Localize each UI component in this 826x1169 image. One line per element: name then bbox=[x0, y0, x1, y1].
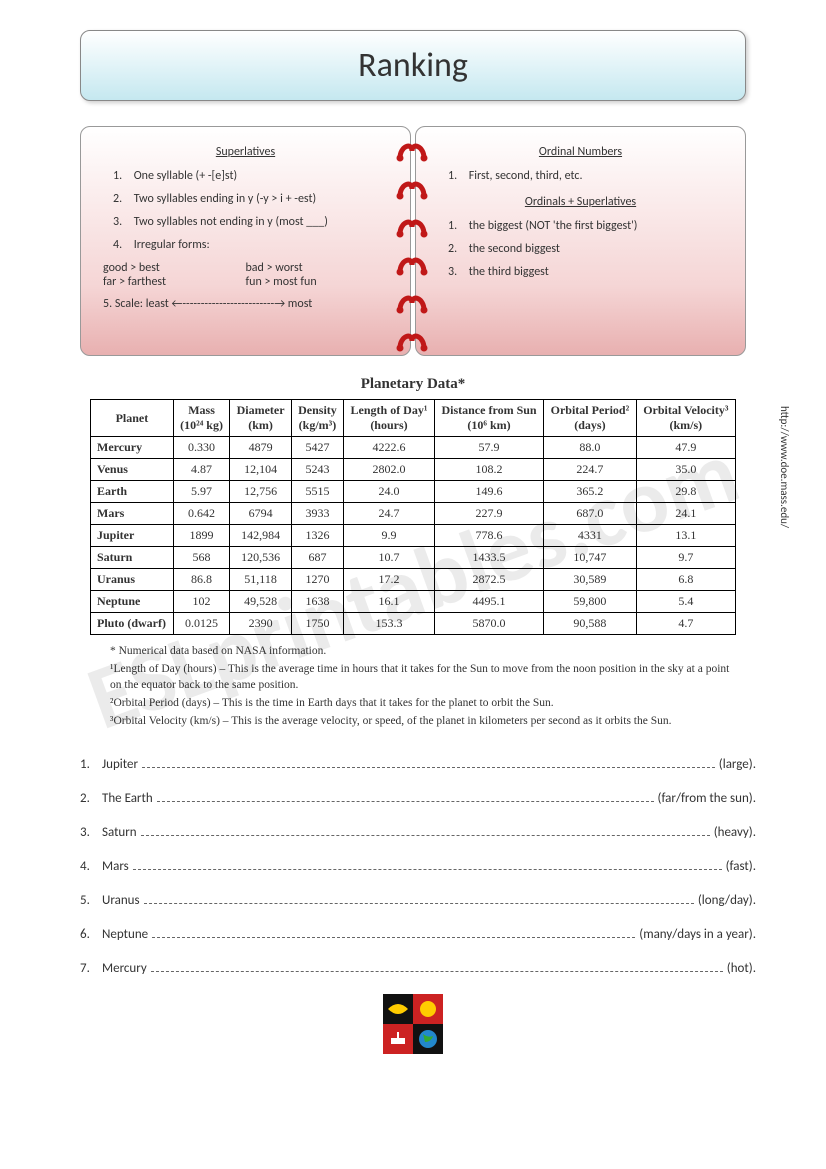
list-item: 2. Two syllables ending in y (-y > i + -… bbox=[113, 192, 388, 206]
ring-icon bbox=[394, 214, 432, 240]
question-row: 1.Jupiter(large). bbox=[80, 756, 756, 772]
notebook-right-page: Ordinal Numbers 1. First, second, third,… bbox=[415, 126, 746, 356]
list-item: 1. First, second, third, etc. bbox=[448, 169, 723, 183]
list-item: 4. Irregular forms: bbox=[113, 238, 388, 252]
question-row: 3.Saturn(heavy). bbox=[80, 824, 756, 840]
blank-line[interactable] bbox=[144, 892, 694, 904]
column-header: Mass(10²⁴ kg) bbox=[173, 400, 229, 437]
ordinals-list: 1. First, second, third, etc. bbox=[438, 169, 723, 183]
scale-row: 5. Scale: least ←-----------------------… bbox=[103, 297, 388, 311]
column-header: Distance from Sun(10⁶ km) bbox=[434, 400, 543, 437]
blank-line[interactable] bbox=[142, 756, 715, 768]
table-row: Earth5.9712,756551524.0149.6365.229.8 bbox=[91, 481, 736, 503]
footnote: ²Orbital Period (days) – This is the tim… bbox=[110, 695, 736, 711]
superlatives-list: 1. One syllable (+ -[e]st) 2. Two syllabl… bbox=[103, 169, 388, 252]
table-body: Mercury0.330487954274222.657.988.047.9Ve… bbox=[91, 437, 736, 635]
irregular-forms: good > bestbad > worstfar > farthestfun … bbox=[103, 261, 388, 289]
blank-line[interactable] bbox=[133, 858, 722, 870]
ring-icon bbox=[394, 290, 432, 316]
title-banner: Ranking bbox=[80, 30, 746, 101]
table-row: Uranus86.851,118127017.22872.530,5896.8 bbox=[91, 569, 736, 591]
footnotes: * Numerical data based on NASA informati… bbox=[50, 635, 776, 729]
table-row: Pluto (dwarf)0.012523901750153.35870.090… bbox=[91, 613, 736, 635]
column-header: Planet bbox=[91, 400, 174, 437]
footnote: ³Orbital Velocity (km/s) – This is the a… bbox=[110, 713, 736, 729]
table-header-row: PlanetMass(10²⁴ kg)Diameter(km)Density(k… bbox=[91, 400, 736, 437]
superlatives-heading: Superlatives bbox=[103, 145, 388, 159]
list-item: 1. the biggest (NOT 'the first biggest') bbox=[448, 219, 723, 233]
spiral-binding bbox=[394, 138, 432, 354]
table-row: Mercury0.330487954274222.657.988.047.9 bbox=[91, 437, 736, 459]
ring-icon bbox=[394, 176, 432, 202]
question-row: 2.The Earth(far/from the sun). bbox=[80, 790, 756, 806]
notebook: Superlatives 1. One syllable (+ -[e]st) 2… bbox=[80, 126, 746, 356]
table-row: Mars0.6426794393324.7227.9687.024.1 bbox=[91, 503, 736, 525]
table-row: Saturn568120,53668710.71433.510,7479.7 bbox=[91, 547, 736, 569]
blank-line[interactable] bbox=[151, 960, 723, 972]
source-url: http://www.doe.mass.edu/ bbox=[778, 406, 791, 528]
ring-icon bbox=[394, 138, 432, 164]
list-item: 2. the second biggest bbox=[448, 242, 723, 256]
table-row: Venus4.8712,10452432802.0108.2224.735.0 bbox=[91, 459, 736, 481]
question-row: 6.Neptune(many/days in a year). bbox=[80, 926, 756, 942]
ordinals-heading: Ordinal Numbers bbox=[438, 145, 723, 159]
footnote: ¹Length of Day (hours) – This is the ave… bbox=[110, 661, 736, 693]
blank-line[interactable] bbox=[152, 926, 635, 938]
column-header: Length of Day¹(hours) bbox=[344, 400, 435, 437]
planetary-table: PlanetMass(10²⁴ kg)Diameter(km)Density(k… bbox=[90, 399, 736, 635]
table-title: Planetary Data* bbox=[90, 376, 736, 393]
list-item: 3. Two syllables not ending in y (most _… bbox=[113, 215, 388, 229]
column-header: Orbital Period²(days) bbox=[544, 400, 637, 437]
table-row: Neptune10249,528163816.14495.159,8005.4 bbox=[91, 591, 736, 613]
questions: 1.Jupiter(large). 2.The Earth(far/from th… bbox=[50, 731, 776, 976]
blank-line[interactable] bbox=[157, 790, 654, 802]
table-section: Planetary Data* http://www.doe.mass.edu/… bbox=[50, 376, 776, 635]
table-row: Jupiter1899142,98413269.9778.6433113.1 bbox=[91, 525, 736, 547]
list-item: 1. One syllable (+ -[e]st) bbox=[113, 169, 388, 183]
ord-sup-list: 1. the biggest (NOT 'the first biggest')… bbox=[438, 219, 723, 279]
star-note: * Numerical data based on NASA informati… bbox=[110, 643, 736, 659]
space-icon bbox=[383, 994, 443, 1054]
ring-icon bbox=[394, 252, 432, 278]
notebook-left-page: Superlatives 1. One syllable (+ -[e]st) 2… bbox=[80, 126, 411, 356]
question-row: 4.Mars(fast). bbox=[80, 858, 756, 874]
column-header: Diameter(km) bbox=[230, 400, 292, 437]
ord-sup-heading: Ordinals + Superlatives bbox=[438, 195, 723, 209]
question-row: 5.Uranus(long/day). bbox=[80, 892, 756, 908]
list-item: 3. the third biggest bbox=[448, 265, 723, 279]
column-header: Orbital Velocity³(km/s) bbox=[636, 400, 735, 437]
column-header: Density(kg/m³) bbox=[291, 400, 343, 437]
ring-icon bbox=[394, 328, 432, 354]
blank-line[interactable] bbox=[141, 824, 710, 836]
page-title: Ranking bbox=[95, 45, 731, 86]
question-row: 7.Mercury(hot). bbox=[80, 960, 756, 976]
